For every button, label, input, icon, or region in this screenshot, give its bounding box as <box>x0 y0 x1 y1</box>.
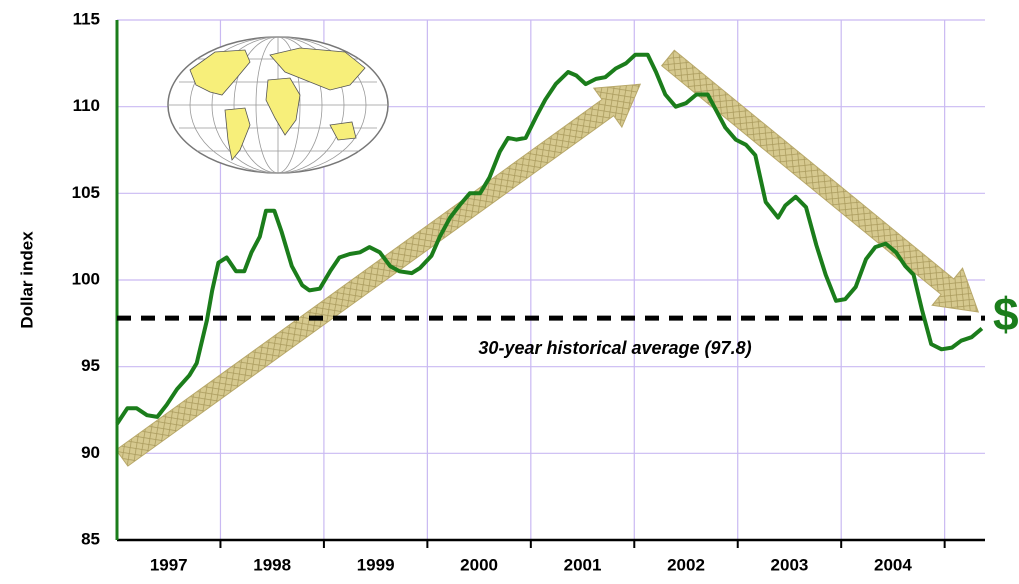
globe <box>167 36 389 174</box>
x-tick-label: 2002 <box>667 555 705 574</box>
y-tick-label: 100 <box>72 269 100 288</box>
y-tick-label: 115 <box>73 9 100 28</box>
y-tick-label: 110 <box>73 96 100 115</box>
x-tick-label: 2001 <box>564 555 602 574</box>
x-tick-label: 2003 <box>771 555 809 574</box>
data-line <box>115 52 984 426</box>
x-tick-label: 1999 <box>357 555 395 574</box>
x-tick-label: 2000 <box>460 555 498 574</box>
y-axis-label: Dollar index <box>17 231 36 329</box>
up-arrow <box>115 83 642 467</box>
x-tick-label: 2004 <box>874 555 912 574</box>
plot <box>115 20 985 548</box>
y-tick-label: 85 <box>81 529 100 548</box>
trend-arrows <box>115 49 980 467</box>
y-tick-label: 90 <box>81 443 100 462</box>
down-arrow <box>660 49 980 313</box>
dollar-symbol: $ <box>993 288 1019 340</box>
x-tick-label: 1997 <box>150 555 188 574</box>
y-tick-label: 105 <box>72 183 100 202</box>
x-tick-label: 1998 <box>253 555 291 574</box>
annotation: 30-year historical average (97.8) <box>478 338 751 358</box>
y-tick-label: 95 <box>81 356 100 375</box>
